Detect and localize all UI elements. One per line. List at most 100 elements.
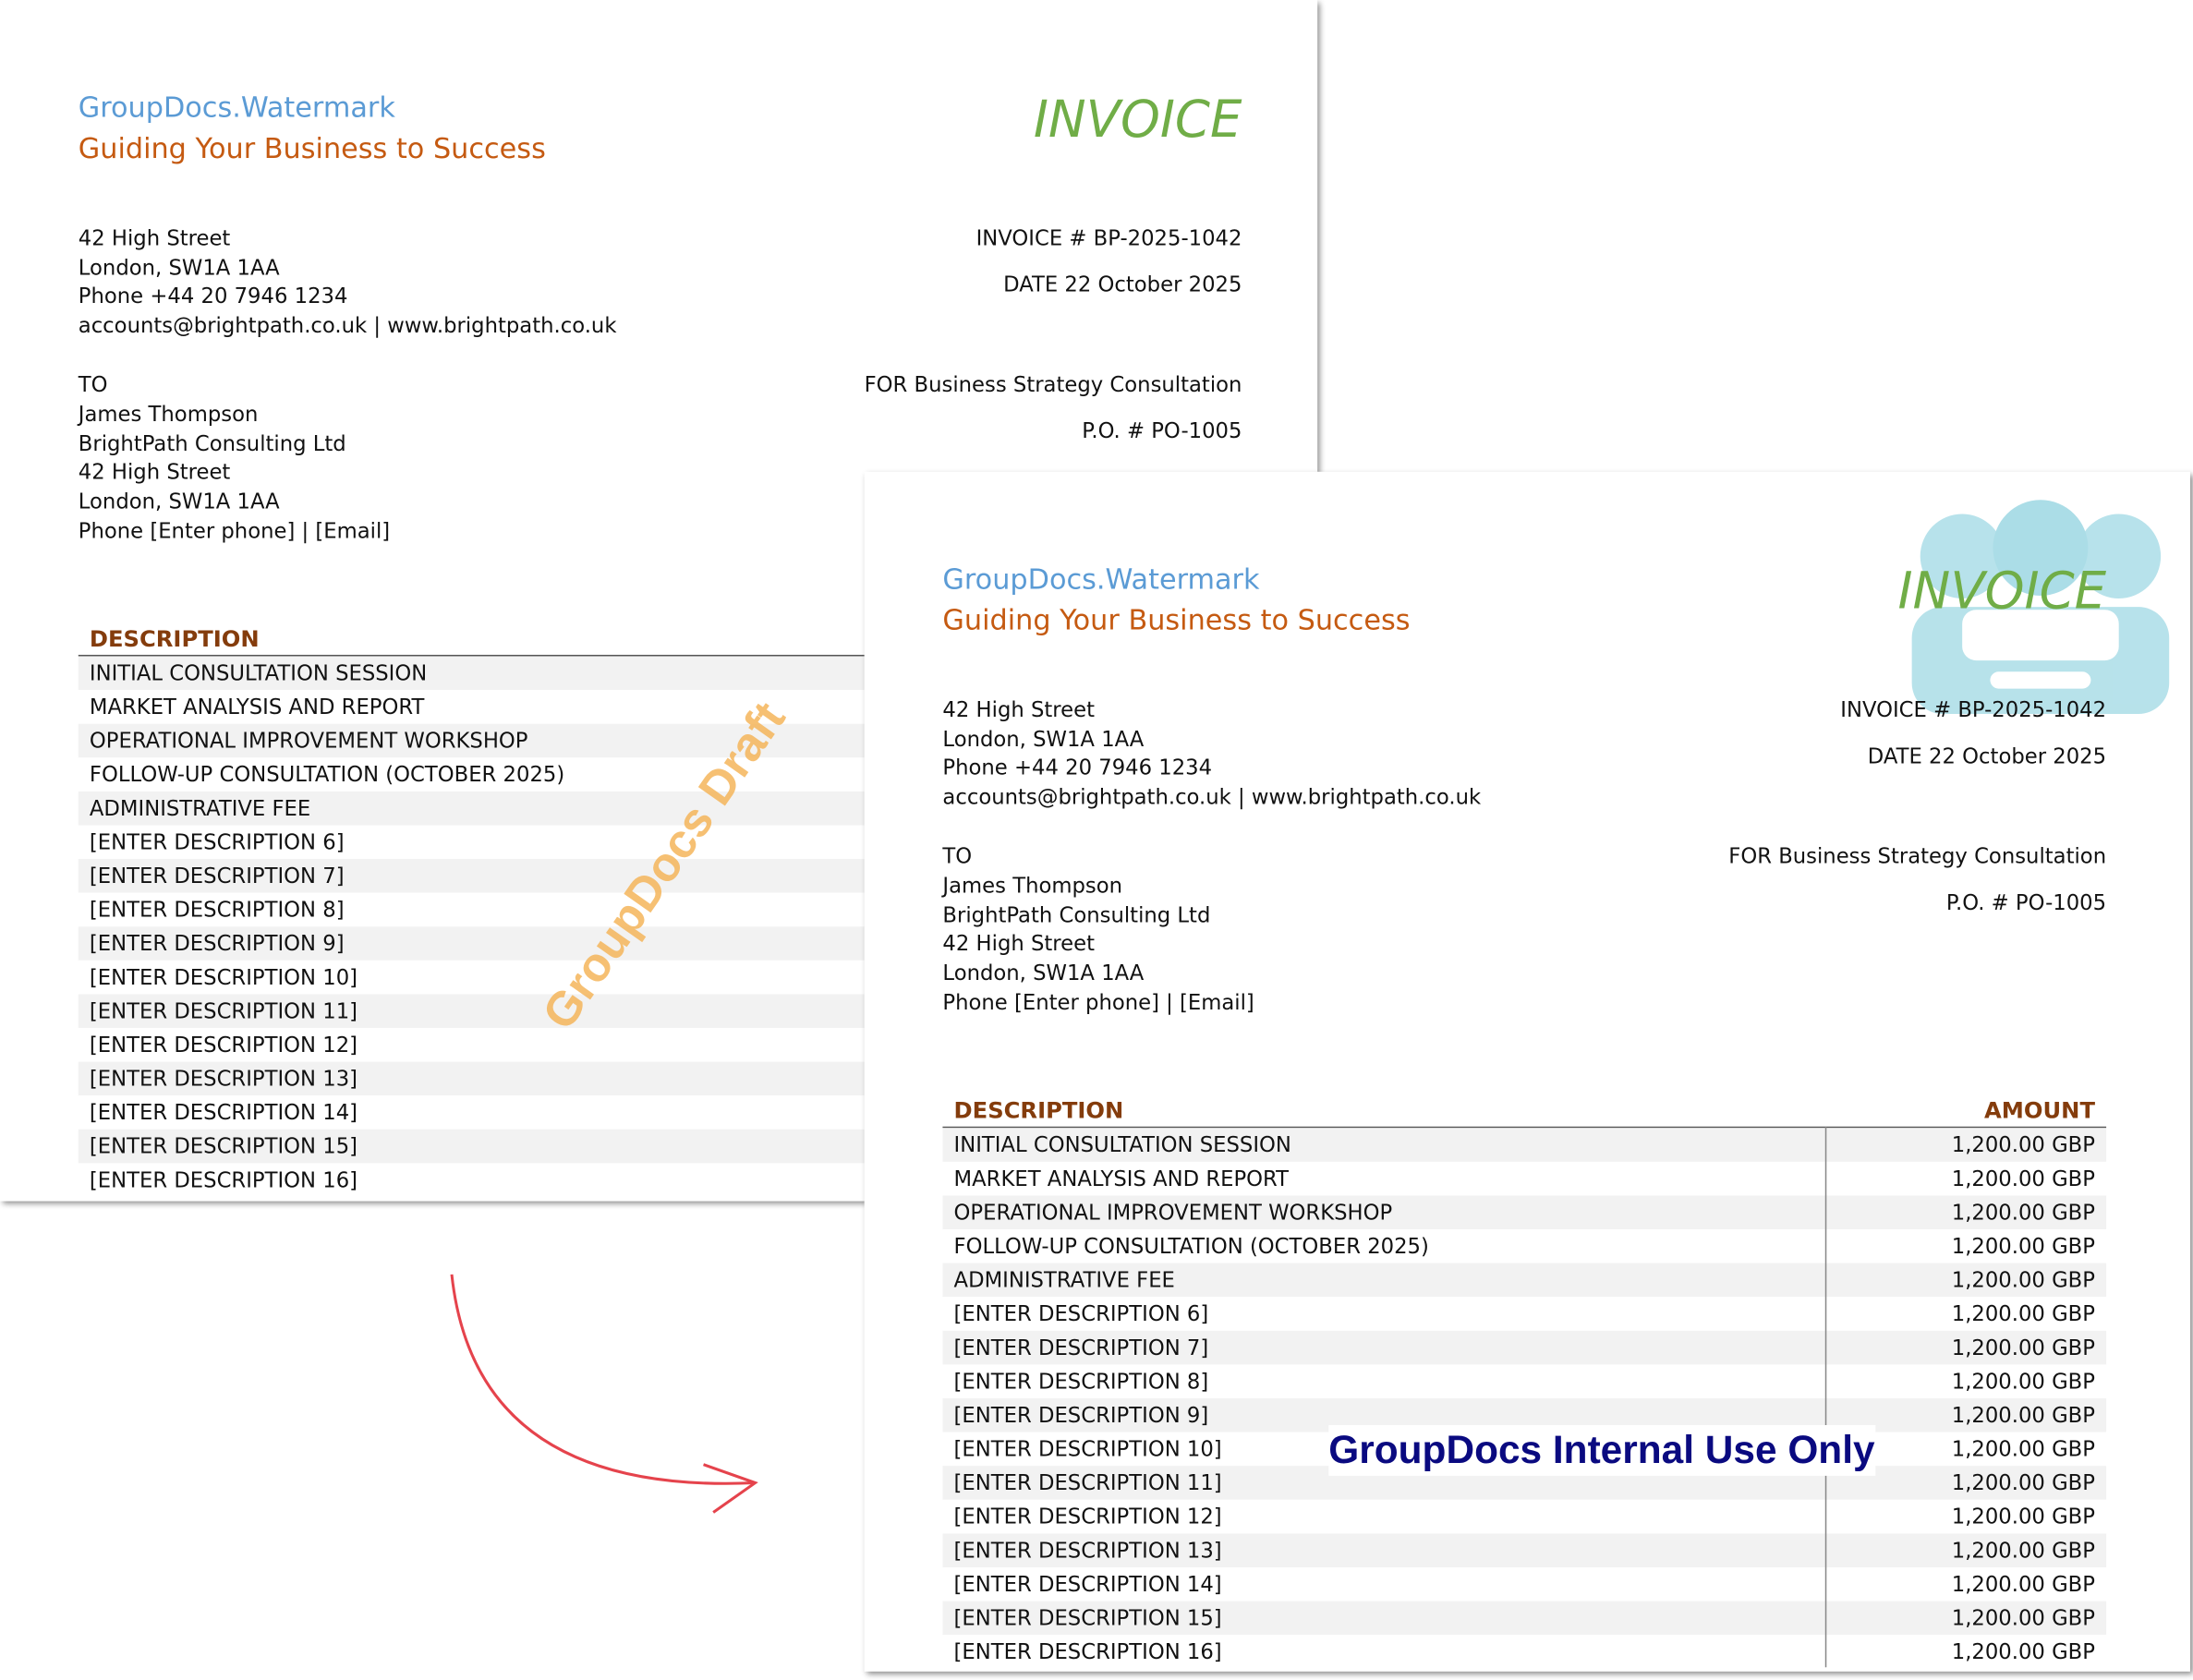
row-description: OPERATIONAL IMPROVEMENT WORKSHOP — [953, 1200, 1393, 1226]
sender-line: accounts@brightpath.co.uk | www.brightpa… — [942, 784, 1482, 810]
row-amount: 1,200.00 GBP — [1951, 1571, 2095, 1598]
row-description: FOLLOW-UP CONSULTATION (OCTOBER 2025) — [953, 1233, 1429, 1260]
row-description: INITIAL CONSULTATION SESSION — [953, 1131, 1291, 1158]
header-description: DESCRIPTION — [89, 624, 260, 652]
row-description: INITIAL CONSULTATION SESSION — [89, 660, 428, 686]
for-line: FOR Business Strategy Consultation — [864, 371, 1242, 397]
row-description: [ENTER DESCRIPTION 9] — [953, 1402, 1209, 1429]
row-description: [ENTER DESCRIPTION 7] — [89, 863, 345, 889]
sender-line: London, SW1A 1AA — [942, 726, 1145, 752]
table-row — [942, 1330, 2107, 1365]
invoice-date: DATE 22 October 2025 — [1867, 743, 2107, 769]
table-row — [942, 1601, 2107, 1636]
row-description: ADMINISTRATIVE FEE — [89, 795, 311, 821]
row-description: [ENTER DESCRIPTION 9] — [89, 930, 345, 957]
invoice-date: DATE 22 October 2025 — [1003, 272, 1242, 297]
table-row — [942, 1533, 2107, 1567]
company-name: GroupDocs.Watermark — [78, 90, 395, 125]
sender-line: 42 High Street — [78, 224, 231, 251]
invoice-title: INVOICE — [1897, 562, 2107, 622]
row-description: FOLLOW-UP CONSULTATION (OCTOBER 2025) — [89, 761, 565, 788]
row-description: [ENTER DESCRIPTION 16] — [89, 1166, 358, 1193]
recipient-line: 42 High Street — [942, 931, 1095, 957]
recipient-line: 42 High Street — [78, 459, 231, 486]
row-amount: 1,200.00 GBP — [1951, 1369, 2095, 1395]
row-amount: 1,200.00 GBP — [1951, 1504, 2095, 1529]
watermark-icon — [1911, 500, 2170, 715]
row-description: [ENTER DESCRIPTION 13] — [953, 1537, 1222, 1564]
row-description: [ENTER DESCRIPTION 6] — [89, 829, 345, 855]
row-description: OPERATIONAL IMPROVEMENT WORKSHOP — [89, 728, 528, 754]
row-description: ADMINISTRATIVE FEE — [953, 1267, 1175, 1293]
row-description: [ENTER DESCRIPTION 16] — [953, 1638, 1222, 1665]
column-divider — [1824, 1126, 1827, 1668]
sender-line: 42 High Street — [942, 696, 1095, 723]
watermarked-page: GroupDocs.Watermark Guiding Your Business… — [864, 471, 2190, 1672]
header-rule — [78, 654, 1242, 657]
row-amount: 1,200.00 GBP — [1951, 1436, 2095, 1462]
row-description: [ENTER DESCRIPTION 6] — [953, 1300, 1209, 1327]
tagline: Guiding Your Business to Success — [942, 602, 1411, 637]
po-number: P.O. # PO-1005 — [1945, 889, 2107, 916]
row-description: [ENTER DESCRIPTION 11] — [89, 998, 358, 1024]
row-description: [ENTER DESCRIPTION 8] — [953, 1369, 1209, 1395]
row-amount: 1,200.00 GBP — [1951, 1233, 2095, 1260]
sender-line: Phone +44 20 7946 1234 — [942, 755, 1213, 781]
arrow-head — [703, 1463, 758, 1514]
row-description: [ENTER DESCRIPTION 14] — [953, 1571, 1222, 1598]
recipient-line: Phone [Enter phone] | [Email] — [78, 517, 391, 544]
row-description: [ENTER DESCRIPTION 10] — [953, 1436, 1222, 1462]
to-label: TO — [78, 371, 108, 397]
row-description: [ENTER DESCRIPTION 15] — [953, 1605, 1222, 1631]
row-description: [ENTER DESCRIPTION 10] — [89, 964, 358, 990]
for-line: FOR Business Strategy Consultation — [1728, 843, 2107, 869]
invoice-number: INVOICE # BP-2025-1042 — [975, 224, 1242, 251]
row-amount: 1,200.00 GBP — [1951, 1402, 2095, 1429]
row-amount: 1,200.00 GBP — [1951, 1537, 2095, 1564]
row-description: [ENTER DESCRIPTION 7] — [953, 1335, 1209, 1360]
row-amount: 1,200.00 GBP — [1951, 1605, 2095, 1631]
table-row — [942, 1195, 2107, 1230]
invoice-title: INVOICE — [1033, 91, 1242, 150]
row-amount: 1,200.00 GBP — [1951, 1166, 2095, 1191]
po-number: P.O. # PO-1005 — [1082, 417, 1242, 444]
row-description: MARKET ANALYSIS AND REPORT — [89, 694, 425, 720]
row-description: [ENTER DESCRIPTION 8] — [89, 897, 345, 923]
recipient-line: London, SW1A 1AA — [78, 489, 280, 514]
recipient-line: James Thompson — [78, 401, 259, 427]
table-row — [942, 1128, 2107, 1162]
header-amount: AMOUNT — [1984, 1096, 2095, 1124]
invoice-number: INVOICE # BP-2025-1042 — [1840, 696, 2107, 723]
row-amount: 1,200.00 GBP — [1951, 1200, 2095, 1226]
recipient-line: James Thompson — [942, 873, 1123, 899]
row-amount: 1,200.00 GBP — [1951, 1469, 2095, 1496]
header-description: DESCRIPTION — [953, 1096, 1124, 1124]
row-description: [ENTER DESCRIPTION 15] — [89, 1133, 358, 1159]
table-row — [942, 1364, 2107, 1399]
recipient-line: Phone [Enter phone] | [Email] — [942, 989, 1254, 1015]
table-row — [942, 1566, 2107, 1601]
table-row — [942, 1499, 2107, 1534]
table-row — [942, 1635, 2107, 1669]
row-description: [ENTER DESCRIPTION 14] — [89, 1099, 358, 1126]
row-description: [ENTER DESCRIPTION 12] — [89, 1032, 358, 1058]
row-amount: 1,200.00 GBP — [1951, 1131, 2095, 1158]
row-amount: 1,200.00 GBP — [1951, 1267, 2095, 1293]
row-description: [ENTER DESCRIPTION 12] — [953, 1504, 1222, 1529]
table-row — [942, 1297, 2107, 1331]
row-amount: 1,200.00 GBP — [1951, 1300, 2095, 1327]
recipient-line: London, SW1A 1AA — [942, 960, 1145, 986]
row-amount: 1,200.00 GBP — [1951, 1335, 2095, 1360]
sender-line: Phone +44 20 7946 1234 — [78, 284, 348, 309]
row-description: MARKET ANALYSIS AND REPORT — [953, 1166, 1290, 1191]
tagline: Guiding Your Business to Success — [78, 130, 546, 165]
arrow-curve — [450, 1274, 756, 1485]
sender-line: London, SW1A 1AA — [78, 254, 280, 280]
row-description: [ENTER DESCRIPTION 13] — [89, 1066, 358, 1092]
table-row — [942, 1263, 2107, 1298]
row-amount: 1,200.00 GBP — [1951, 1638, 2095, 1665]
table-row — [942, 1161, 2107, 1196]
